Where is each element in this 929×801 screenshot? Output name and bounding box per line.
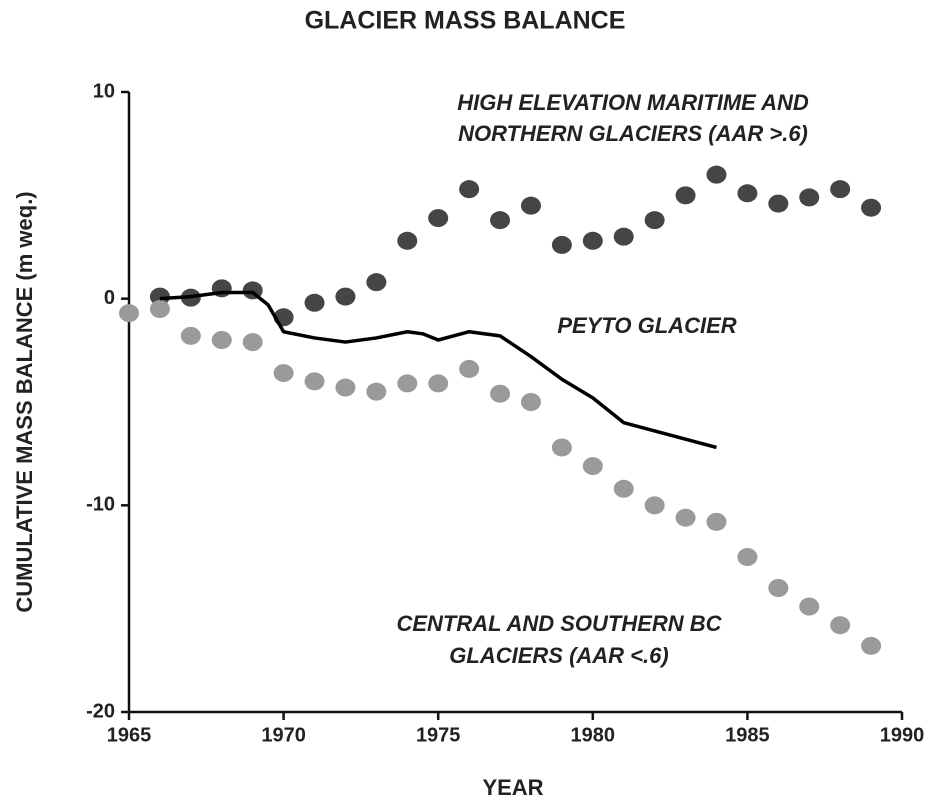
x-tick-label: 1990 bbox=[880, 724, 925, 746]
point bbox=[149, 300, 170, 318]
point bbox=[613, 479, 634, 498]
point bbox=[861, 636, 882, 655]
point bbox=[149, 287, 170, 306]
point bbox=[861, 198, 882, 217]
point bbox=[551, 438, 572, 457]
point bbox=[397, 374, 418, 393]
point bbox=[366, 382, 387, 401]
point bbox=[582, 231, 603, 250]
y-tick-label: 10 bbox=[93, 80, 115, 102]
point bbox=[428, 374, 449, 393]
point bbox=[644, 496, 665, 515]
x-tick-label: 1985 bbox=[725, 724, 770, 746]
point bbox=[830, 180, 851, 199]
point bbox=[706, 165, 727, 184]
point bbox=[490, 384, 511, 403]
point bbox=[706, 512, 727, 531]
point bbox=[644, 211, 665, 230]
point bbox=[520, 393, 541, 411]
point bbox=[582, 457, 603, 476]
point bbox=[768, 579, 789, 597]
line bbox=[159, 290, 717, 450]
point bbox=[490, 211, 511, 230]
annotation: PEYTO GLACIER bbox=[557, 313, 736, 338]
point bbox=[335, 378, 356, 397]
point bbox=[242, 333, 263, 352]
point bbox=[304, 372, 325, 391]
x-tick-label: 1975 bbox=[416, 724, 461, 746]
point bbox=[428, 209, 449, 228]
point bbox=[799, 597, 820, 616]
x-tick-label: 1980 bbox=[571, 724, 616, 746]
annotation: CENTRAL AND SOUTHERN BC bbox=[396, 611, 722, 636]
point bbox=[613, 227, 634, 246]
x-tick-label: 1965 bbox=[107, 724, 152, 746]
y-tick-label: -20 bbox=[86, 700, 115, 722]
chart-title: GLACIER MASS BALANCE bbox=[305, 7, 626, 35]
point bbox=[675, 508, 696, 527]
point bbox=[397, 231, 418, 250]
x-tick-label: 1970 bbox=[261, 724, 306, 746]
annotation: GLACIERS (AAR <.6) bbox=[449, 643, 668, 668]
point bbox=[799, 188, 820, 207]
point bbox=[520, 196, 541, 215]
point bbox=[459, 180, 480, 199]
point bbox=[304, 293, 325, 312]
y-tick-label: 0 bbox=[104, 287, 115, 309]
point bbox=[180, 326, 201, 345]
point bbox=[459, 359, 480, 378]
point bbox=[830, 616, 851, 635]
point bbox=[366, 273, 387, 292]
point bbox=[335, 287, 356, 306]
point bbox=[211, 331, 232, 349]
point bbox=[737, 184, 758, 203]
x-axis-label: YEAR bbox=[482, 775, 543, 800]
y-axis-label: CUMULATIVE MASS BALANCE (m weq.) bbox=[12, 191, 37, 612]
point bbox=[737, 548, 758, 566]
point bbox=[119, 304, 139, 323]
point bbox=[551, 235, 572, 254]
point bbox=[768, 194, 789, 213]
y-tick-label: -10 bbox=[86, 494, 115, 516]
point bbox=[675, 186, 696, 205]
annotation: NORTHERN GLACIERS (AAR >.6) bbox=[458, 121, 808, 146]
annotation: HIGH ELEVATION MARITIME AND bbox=[457, 90, 809, 115]
point bbox=[273, 364, 294, 383]
